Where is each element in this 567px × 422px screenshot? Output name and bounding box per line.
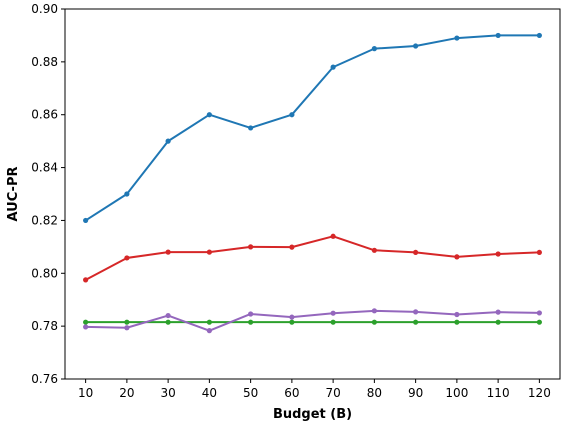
x-tick-label: 70 bbox=[325, 386, 340, 400]
data-point bbox=[206, 112, 212, 118]
y-tick-label: 0.78 bbox=[31, 319, 58, 333]
data-point bbox=[83, 217, 89, 224]
series-layer bbox=[83, 32, 542, 334]
series-line bbox=[85, 235, 540, 281]
data-point bbox=[330, 233, 336, 239]
data-point bbox=[536, 249, 542, 256]
data-point bbox=[289, 244, 295, 250]
data-point bbox=[413, 319, 419, 325]
data-point bbox=[289, 314, 295, 320]
data-point bbox=[536, 319, 542, 325]
data-point bbox=[206, 328, 212, 334]
data-point bbox=[248, 311, 254, 317]
data-point bbox=[83, 319, 89, 325]
x-axis-label: Budget (B) bbox=[273, 407, 352, 422]
data-point bbox=[413, 309, 419, 315]
data-point bbox=[454, 311, 460, 318]
y-tick-label: 0.76 bbox=[31, 372, 58, 386]
data-point bbox=[165, 138, 171, 144]
series-line bbox=[85, 34, 540, 222]
data-point bbox=[536, 32, 542, 39]
data-point bbox=[330, 64, 336, 70]
series-1 bbox=[83, 32, 542, 224]
data-point bbox=[206, 249, 212, 255]
y-tick-label: 0.90 bbox=[31, 2, 58, 16]
data-point bbox=[536, 310, 542, 316]
data-point bbox=[248, 319, 254, 325]
data-point bbox=[495, 251, 501, 257]
data-point bbox=[413, 43, 419, 49]
data-point bbox=[165, 312, 171, 319]
data-point bbox=[124, 325, 130, 331]
data-point bbox=[330, 319, 336, 325]
x-tick-label: 80 bbox=[367, 386, 382, 400]
data-point bbox=[495, 309, 501, 315]
data-point bbox=[495, 32, 501, 39]
data-point bbox=[248, 244, 254, 250]
data-point bbox=[495, 319, 501, 325]
data-point bbox=[454, 319, 460, 325]
y-axis-label: AUC-PR bbox=[6, 167, 21, 222]
data-point bbox=[289, 112, 295, 118]
x-tick-label: 120 bbox=[528, 386, 551, 400]
data-point bbox=[83, 277, 89, 283]
y-tick-label: 0.86 bbox=[31, 108, 58, 122]
x-tick-label: 90 bbox=[408, 386, 423, 400]
plot-area-frame bbox=[64, 8, 561, 380]
data-point bbox=[124, 255, 130, 261]
series-line bbox=[85, 309, 540, 332]
data-point bbox=[165, 319, 171, 325]
data-point bbox=[371, 46, 377, 52]
data-point bbox=[206, 319, 212, 325]
series-4 bbox=[83, 308, 542, 334]
series-3 bbox=[83, 319, 542, 325]
data-point bbox=[124, 191, 130, 197]
data-point bbox=[371, 247, 377, 253]
x-tick-label: 30 bbox=[160, 386, 175, 400]
data-point bbox=[248, 125, 254, 131]
data-point bbox=[413, 249, 419, 256]
data-point bbox=[330, 310, 336, 316]
y-tick-label: 0.82 bbox=[31, 213, 58, 227]
x-tick-label: 60 bbox=[284, 386, 299, 400]
data-point bbox=[83, 324, 89, 330]
x-tick-label: 10 bbox=[78, 386, 93, 400]
data-point bbox=[165, 249, 171, 255]
data-point bbox=[371, 319, 377, 325]
x-tick-label: 20 bbox=[119, 386, 134, 400]
data-point bbox=[454, 254, 460, 260]
data-point bbox=[371, 308, 377, 314]
x-tick-label: 110 bbox=[487, 386, 510, 400]
x-tick-label: 50 bbox=[243, 386, 258, 400]
x-tick-label: 40 bbox=[202, 386, 217, 400]
x-tick-label: 100 bbox=[445, 386, 468, 400]
tick-layer: 10 20 30 40 50 60 70 80 90 100 110 120 0.76 0.78 0.80 0… bbox=[31, 2, 551, 400]
y-tick-label: 0.80 bbox=[31, 266, 58, 280]
data-point bbox=[289, 319, 295, 325]
series-2 bbox=[83, 233, 542, 283]
data-point bbox=[454, 35, 460, 41]
data-point bbox=[124, 319, 130, 325]
y-tick-label: 0.88 bbox=[31, 55, 58, 69]
y-tick-label: 0.84 bbox=[31, 161, 58, 175]
